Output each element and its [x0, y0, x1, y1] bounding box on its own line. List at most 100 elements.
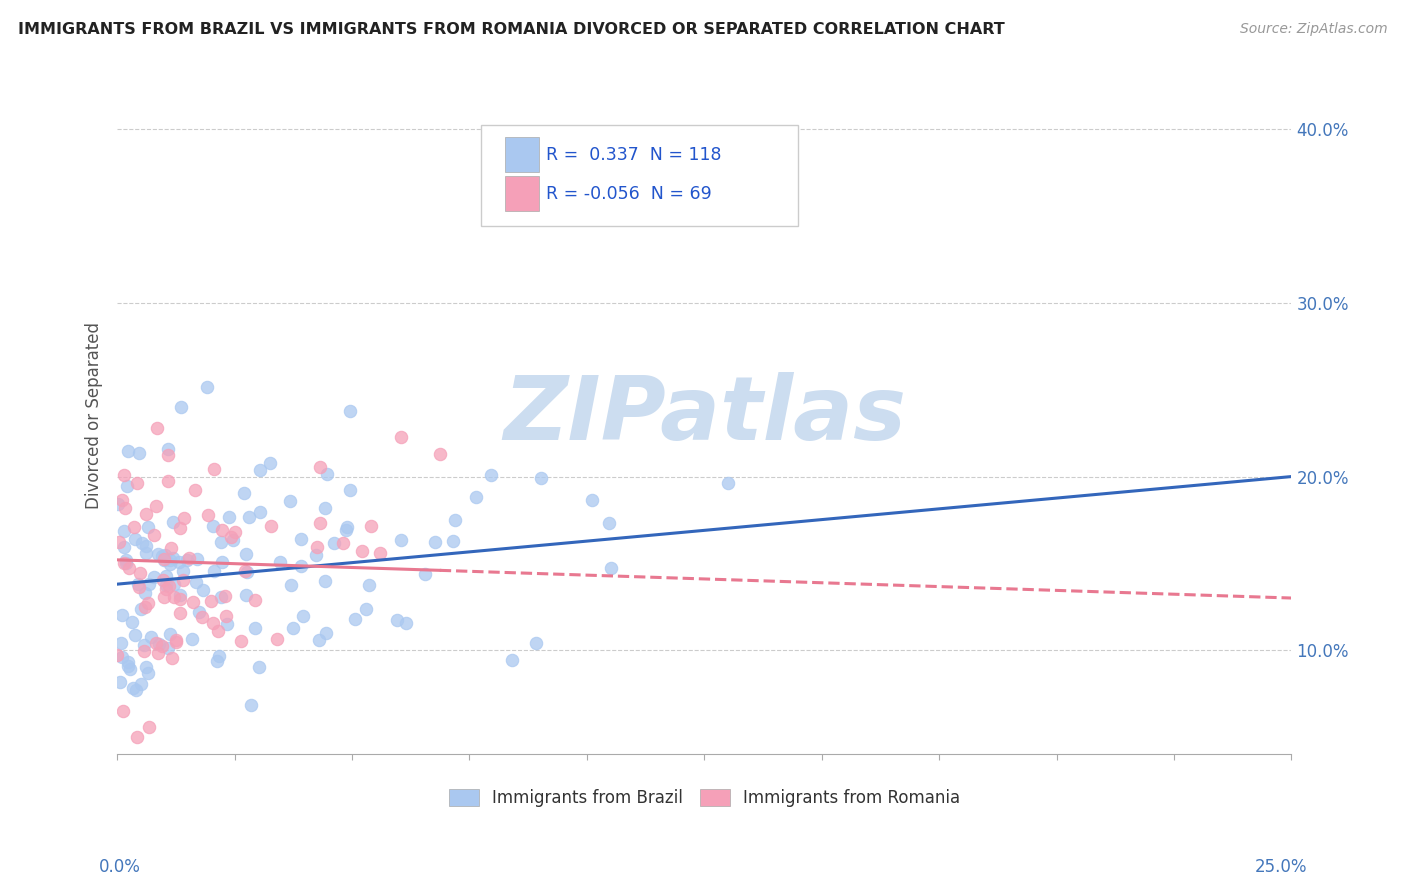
- Point: [290, 559, 312, 574]
- Point: [135, 660, 157, 674]
- Point: [423, 535, 446, 549]
- Point: [169, 606, 191, 620]
- Point: [184, 483, 207, 497]
- Point: [138, 597, 160, 611]
- Text: ZIPatlas: ZIPatlas: [503, 372, 905, 459]
- Point: [111, 704, 134, 718]
- Point: [134, 600, 156, 615]
- Point: [278, 494, 301, 508]
- Point: [202, 462, 225, 476]
- Point: [207, 655, 229, 669]
- Point: [197, 508, 219, 522]
- Point: [155, 568, 177, 582]
- Point: [155, 578, 177, 592]
- Point: [238, 510, 260, 524]
- Point: [344, 612, 367, 626]
- Point: [148, 637, 170, 651]
- Point: [368, 546, 391, 560]
- Point: [138, 720, 160, 734]
- Point: [305, 549, 328, 563]
- Point: [307, 540, 329, 554]
- Text: 25.0%: 25.0%: [1256, 858, 1308, 876]
- Point: [239, 698, 262, 712]
- Point: [112, 541, 135, 555]
- Point: [202, 518, 225, 533]
- Point: [145, 636, 167, 650]
- Point: [202, 564, 225, 578]
- Point: [336, 520, 359, 534]
- Point: [314, 574, 336, 588]
- Point: [165, 633, 187, 648]
- Point: [181, 594, 204, 608]
- Point: [107, 497, 129, 511]
- Point: [176, 553, 198, 567]
- Point: [127, 577, 149, 591]
- Point: [172, 565, 194, 579]
- Point: [283, 620, 305, 634]
- Point: [157, 641, 180, 656]
- Point: [112, 468, 135, 483]
- Point: [157, 579, 180, 593]
- Point: [114, 556, 136, 570]
- Point: [332, 535, 354, 549]
- Point: [395, 615, 418, 630]
- Point: [108, 535, 131, 549]
- Point: [215, 609, 238, 624]
- Point: [180, 632, 202, 646]
- Point: [191, 609, 214, 624]
- Point: [135, 539, 157, 553]
- Point: [479, 467, 502, 482]
- Point: [235, 565, 257, 579]
- Point: [465, 490, 488, 504]
- Point: [145, 499, 167, 513]
- Point: [128, 566, 150, 580]
- Point: [389, 429, 412, 443]
- Point: [129, 676, 152, 690]
- Point: [122, 681, 145, 695]
- Point: [169, 591, 191, 606]
- Point: [118, 561, 141, 575]
- Point: [184, 574, 207, 589]
- Point: [112, 524, 135, 539]
- Point: [530, 471, 553, 485]
- Point: [105, 648, 128, 662]
- Point: [131, 536, 153, 550]
- Point: [112, 556, 135, 570]
- Point: [160, 651, 183, 665]
- Point: [221, 530, 243, 544]
- Point: [132, 644, 155, 658]
- Point: [389, 533, 412, 547]
- Point: [152, 573, 174, 587]
- Point: [111, 493, 134, 508]
- Point: [135, 507, 157, 521]
- Point: [208, 648, 231, 663]
- Point: [134, 586, 156, 600]
- Point: [235, 547, 257, 561]
- Point: [360, 519, 382, 533]
- Point: [177, 550, 200, 565]
- Point: [136, 665, 159, 680]
- Point: [145, 421, 167, 435]
- Point: [598, 516, 620, 531]
- Point: [211, 523, 233, 537]
- Point: [169, 555, 191, 569]
- Point: [247, 660, 270, 674]
- Point: [249, 463, 271, 477]
- Point: [269, 555, 291, 569]
- Point: [224, 525, 246, 540]
- Point: [202, 615, 225, 630]
- Point: [186, 552, 208, 566]
- Point: [138, 519, 160, 533]
- Point: [155, 582, 177, 596]
- Point: [357, 578, 380, 592]
- Point: [146, 646, 169, 660]
- Point: [259, 456, 281, 470]
- Point: [120, 662, 142, 676]
- Point: [142, 570, 165, 584]
- Point: [187, 605, 209, 619]
- Point: [214, 589, 236, 603]
- Point: [314, 501, 336, 516]
- Point: [157, 475, 180, 489]
- Point: [169, 589, 191, 603]
- Point: [115, 552, 138, 566]
